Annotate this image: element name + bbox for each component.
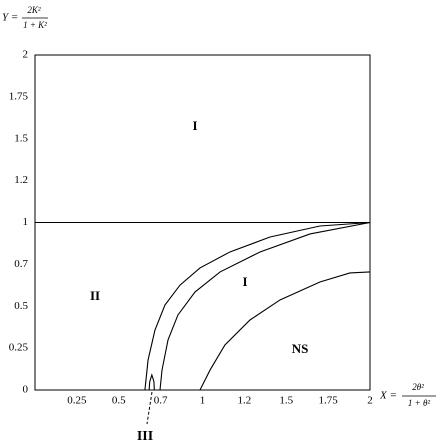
x-tick-label: 2	[367, 395, 373, 407]
x-tick-label: 1.75	[319, 395, 339, 407]
y-tick-label: 2	[23, 49, 29, 61]
y-label-lhs: Y =	[2, 12, 18, 24]
x-tick-label: 0.25	[67, 395, 87, 407]
curve	[148, 373, 155, 391]
y-tick-label: 0	[23, 384, 29, 396]
x-tick-label: 1.5	[279, 395, 293, 407]
region-label: I	[242, 274, 247, 289]
x-label-lhs: X =	[379, 390, 397, 402]
y-tick-label: 1.2	[14, 174, 28, 186]
y-label-numerator: 2K²	[27, 5, 41, 15]
region-label: II	[90, 288, 100, 303]
y-tick-label: 1.5	[14, 132, 28, 144]
x-tick-label: 0.7	[154, 395, 168, 407]
x-label-numerator: 2θ²	[412, 382, 424, 392]
y-label-denominator: 1 + K²	[23, 20, 47, 30]
curve	[144, 221, 371, 391]
x-tick-label: 1.2	[238, 395, 252, 407]
region-label: I	[192, 118, 197, 133]
y-tick-label: 0.25	[9, 342, 29, 354]
region-label: III	[137, 429, 153, 444]
region-label: NS	[292, 341, 309, 356]
x-tick-label: 0.5	[112, 395, 126, 407]
x-tick-label: 1	[200, 395, 206, 407]
y-tick-label: 0.7	[14, 258, 28, 270]
y-tick-label: 1	[23, 216, 29, 228]
y-tick-label: 0.5	[14, 300, 28, 312]
y-tick-label: 1.75	[9, 90, 29, 102]
x-label-denominator: 1 + θ²	[408, 398, 430, 408]
curve	[199, 271, 371, 391]
curve	[159, 221, 371, 391]
pointer-line	[146, 391, 153, 425]
